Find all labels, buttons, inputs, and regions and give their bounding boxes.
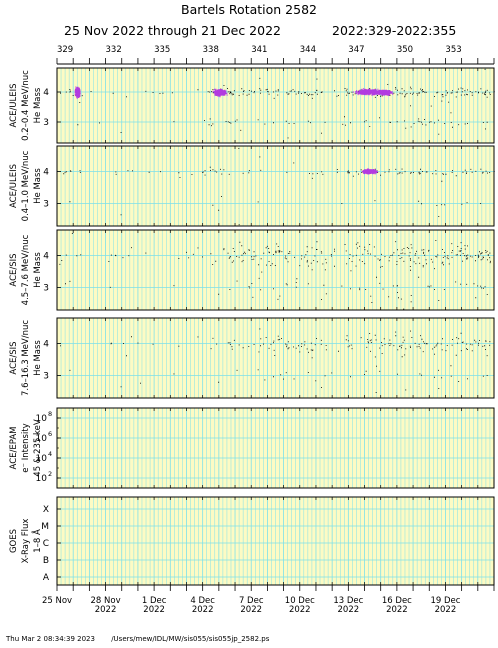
- y-tick-label: 10: [36, 474, 48, 484]
- y-tick-label: A: [43, 573, 50, 583]
- date-range-label: 25 Nov 2022 through 21 Dec 2022: [64, 23, 281, 38]
- year-tick-label: 2022: [289, 605, 311, 615]
- y-tick-label: 4: [43, 252, 49, 262]
- panel-frame: [56, 317, 495, 399]
- y-tick-label: 3: [43, 118, 49, 128]
- doy-tick-label: 347: [348, 45, 364, 55]
- y-tick-label: 3: [43, 200, 49, 210]
- year-tick-label: 2022: [192, 605, 214, 615]
- panel-frame: [56, 407, 495, 489]
- density-patch: [212, 88, 228, 98]
- panel-label-line2: 7.6–16.3 MeV/nuc: [21, 320, 31, 396]
- panel-4: 3 4 ACE/SIS 7.6–16.3 MeV/nuc He Mass: [9, 317, 495, 399]
- doy-tick-label: 329: [57, 45, 73, 55]
- date-tick-label: 16 Dec: [382, 596, 412, 606]
- doy-tick-label: 341: [251, 45, 267, 55]
- y-tick-label: X: [43, 505, 49, 515]
- panel-frame: [56, 67, 495, 144]
- footer-path: /Users/mew/IDL/MW/sis055/sis055jp_2582.p…: [111, 635, 270, 643]
- panel-label-line3: 45 & 235 keV: [33, 419, 43, 477]
- date-tick-label: 19 Dec: [430, 596, 460, 606]
- chart-title: Bartels Rotation 2582: [181, 2, 317, 17]
- panel-label-line2: 0.2–0.4 MeV/nuc: [21, 70, 31, 141]
- y-tick-label: 4: [43, 168, 49, 178]
- panel-label-line3: He Mass: [33, 87, 43, 123]
- y-tick-label: C: [43, 539, 49, 549]
- y-tick-label: 10: [36, 414, 48, 424]
- panel-instrument-label: ACE/ULEIS: [9, 164, 19, 208]
- panel-label-line3: 1–8 Å: [31, 529, 43, 553]
- y-tick-label-exponent: 4: [48, 450, 52, 458]
- date-tick-label: 10 Dec: [285, 596, 315, 606]
- panel-instrument-label: GOES: [9, 529, 19, 553]
- density-patch: [74, 86, 81, 99]
- y-tick-label: 10: [36, 434, 48, 444]
- year-tick-label: 2022: [435, 605, 457, 615]
- panel-label-line2: e⁻ Intensity: [21, 423, 31, 472]
- year-tick-label: 2022: [143, 605, 165, 615]
- date-tick-label: 4 Dec: [190, 596, 215, 606]
- panel-frame: [56, 229, 495, 311]
- doy-tick-label: 332: [106, 45, 122, 55]
- doy-range-label: 2022:329-2022:355: [332, 23, 457, 38]
- panel-label-line3: He Mass: [33, 340, 43, 376]
- y-tick-label: 4: [43, 88, 49, 98]
- doy-tick-label: 335: [154, 45, 170, 55]
- panel-label-line2: 0.4–1.0 MeV/nuc: [21, 150, 31, 221]
- panel-instrument-label: ACE/SIS: [9, 253, 19, 286]
- panel-frame: [56, 496, 495, 586]
- y-tick-label: 3: [43, 372, 49, 382]
- y-tick-label: M: [41, 522, 49, 532]
- density-patch: [361, 168, 378, 175]
- panel-instrument-label: ACE/SIS: [9, 341, 19, 374]
- date-tick-label: 28 Nov: [91, 596, 121, 606]
- doy-tick-label: 338: [203, 45, 219, 55]
- y-tick-label-exponent: 6: [48, 430, 52, 438]
- year-tick-label: 2022: [240, 605, 262, 615]
- panel-label-line3: He Mass: [33, 168, 43, 204]
- doy-tick-label: 344: [300, 45, 316, 55]
- panel-1: 3 4 ACE/ULEIS 0.2–0.4 MeV/nuc He Mass: [9, 67, 495, 144]
- y-tick-label-exponent: 2: [48, 470, 52, 478]
- y-tick-label: 10: [36, 454, 48, 464]
- panel-label-line2: X-Ray Flux: [21, 519, 31, 564]
- panel-instrument-label: ACE/EPAM: [9, 427, 19, 470]
- doy-tick-label: 350: [397, 45, 413, 55]
- date-tick-label: 7 Dec: [239, 596, 264, 606]
- year-tick-label: 2022: [386, 605, 408, 615]
- date-tick-label: 25 Nov: [42, 596, 72, 606]
- panel-label-line2: 4.5–7.6 MeV/nuc: [21, 234, 31, 305]
- y-tick-label-exponent: 8: [48, 410, 52, 418]
- y-tick-label: 3: [43, 284, 49, 294]
- y-tick-label: B: [43, 556, 49, 566]
- y-tick-label: 4: [43, 340, 49, 350]
- panel-instrument-label: ACE/ULEIS: [9, 83, 19, 127]
- panel-frame: [56, 145, 495, 227]
- footer: Thu Mar 2 08:34:39 2023 /Users/mew/IDL/M…: [6, 635, 283, 643]
- panel-label-line3: He Mass: [33, 252, 43, 288]
- footer-timestamp: Thu Mar 2 08:34:39 2023: [6, 635, 95, 643]
- year-tick-label: 2022: [338, 605, 360, 615]
- panel-3: 3 4 ACE/SIS 4.5–7.6 MeV/nuc He Mass: [9, 229, 495, 311]
- doy-tick-label: 353: [445, 45, 461, 55]
- date-tick-label: 13 Dec: [333, 596, 363, 606]
- panel-2: 3 4 ACE/ULEIS 0.4–1.0 MeV/nuc He Mass: [9, 145, 495, 227]
- density-patch: [375, 89, 394, 96]
- year-tick-label: 2022: [95, 605, 117, 615]
- date-tick-label: 1 Dec: [142, 596, 167, 606]
